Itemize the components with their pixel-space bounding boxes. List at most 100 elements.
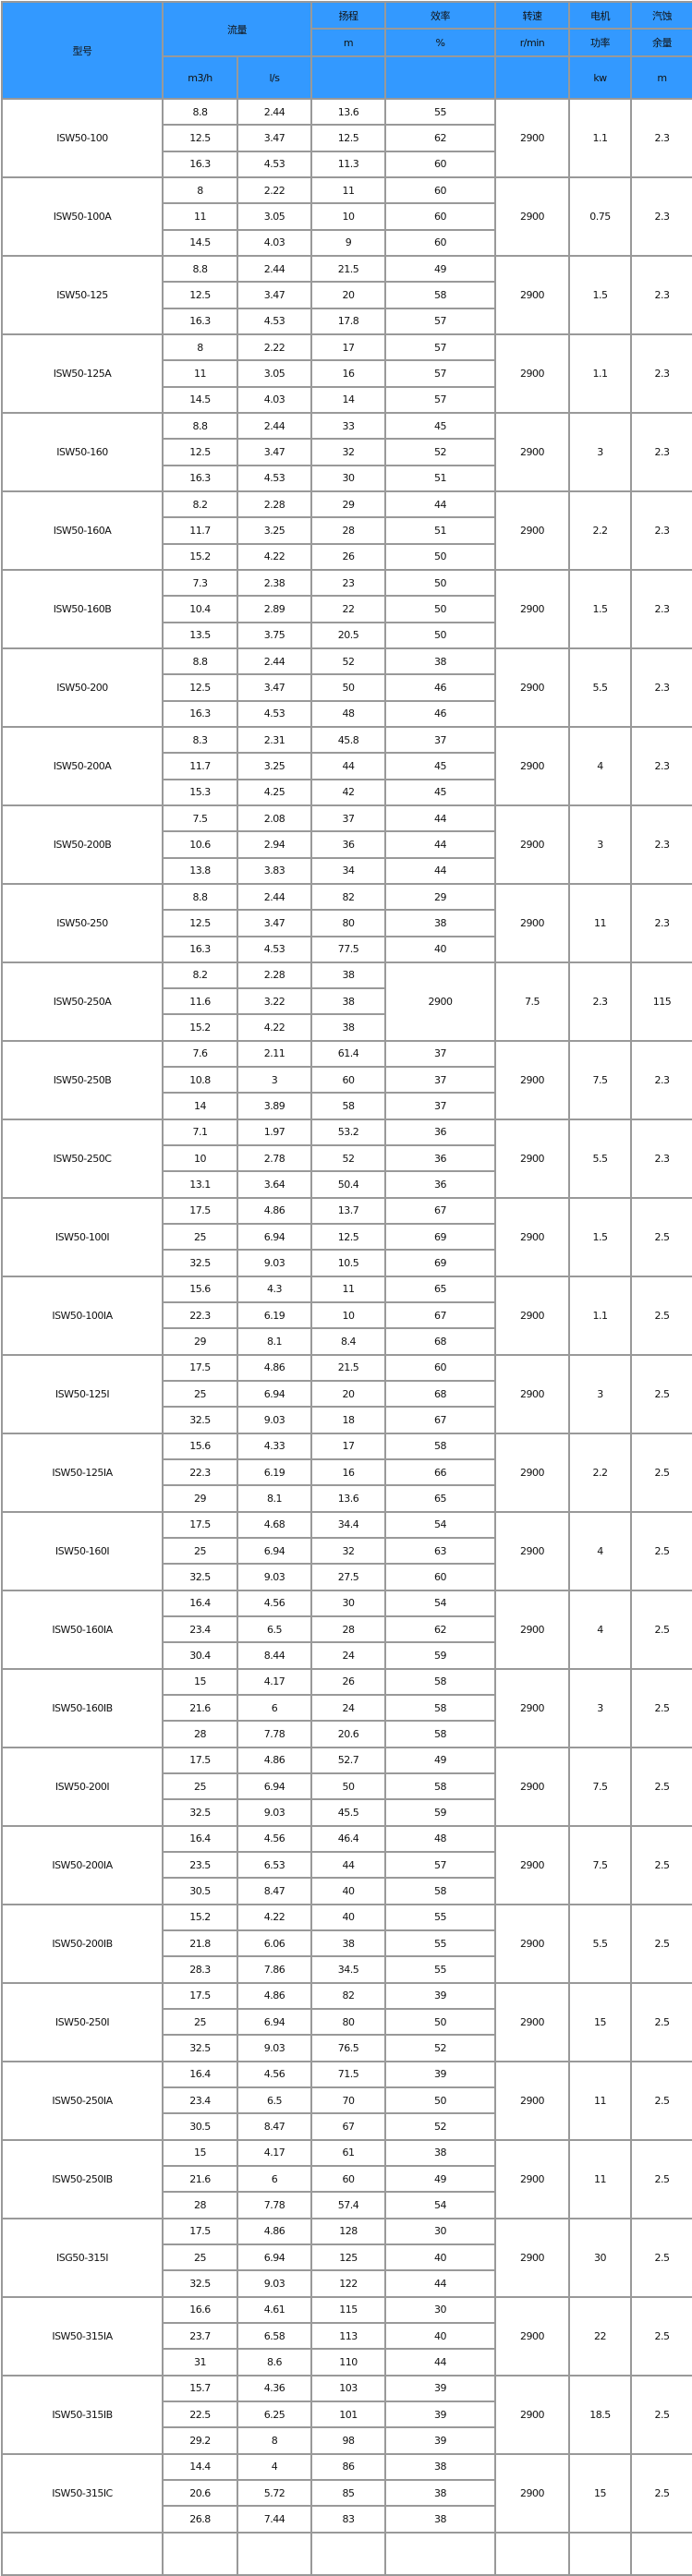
model-cell: ISW50-200IB	[1, 1903, 164, 1984]
header-flow-ls: l/s	[237, 55, 312, 100]
flow-m3h-cell: 25	[162, 2243, 238, 2272]
flow-m3h-cell: 25	[162, 1537, 238, 1566]
header-blank	[384, 55, 496, 100]
head-cell: 24	[310, 1694, 386, 1723]
speed-cell: 2900	[494, 1824, 570, 1905]
efficiency-cell: 50	[384, 621, 496, 649]
flow-m3h-cell: 10	[162, 1144, 238, 1173]
power-cell: 3	[568, 1667, 632, 1748]
flow-m3h-cell: 16.3	[162, 935, 238, 963]
table-row: 15.3 4.25 42 45	[2, 778, 692, 806]
head-cell: 77.5	[310, 935, 386, 963]
head-cell: 113	[310, 2321, 386, 2351]
model-cell: ISW50-160A	[1, 490, 164, 571]
head-cell: 36	[310, 830, 386, 859]
efficiency-cell: 44	[384, 856, 496, 885]
flow-ls-cell: 3.75	[237, 621, 312, 649]
table-row: ISW50-250A 8.2 2.28 38 2900 7.5 2.3 115	[1, 961, 692, 1042]
header-head-unit: m	[310, 28, 386, 57]
efficiency-cell: 60	[384, 202, 496, 231]
flow-ls-cell: 3.05	[237, 202, 312, 231]
model-cell: ISW50-250I	[1, 1981, 164, 2062]
efficiency-cell: 52	[384, 438, 496, 466]
speed-cell: 2900	[494, 1667, 570, 1748]
flow-m3h-cell: 16.6	[162, 2295, 238, 2324]
flow-ls-cell: 8	[237, 2426, 312, 2455]
speed-cell: 2900	[494, 490, 570, 571]
efficiency-cell: 38	[384, 2505, 496, 2534]
table-row: 10.4 2.89 22 50	[2, 595, 692, 623]
flow-m3h-cell: 15.2	[162, 1013, 238, 1042]
model-cell: ISW50-315IA	[1, 2295, 164, 2376]
table-row: 10.6 2.94 36 44	[2, 830, 692, 859]
flow-m3h-cell: 12.5	[162, 124, 238, 152]
efficiency-cell: 69	[384, 1223, 496, 1252]
efficiency-cell: 55	[384, 97, 496, 127]
header-model: 型号	[1, 1, 164, 100]
head-cell: 37	[310, 804, 386, 833]
table-row: 12.5 3.47 80 38	[2, 909, 692, 937]
table-row: 22.5 6.25 101 39	[2, 2400, 692, 2429]
head-cell: 101	[310, 2400, 386, 2429]
npsh-cell: 2.5	[630, 1824, 692, 1905]
table-row: 25 6.94 32 63	[2, 1537, 692, 1566]
head-cell: 53.2	[310, 1118, 386, 1147]
flow-ls-cell: 6.94	[237, 1380, 312, 1409]
table-row: ISW50-125IA 15.6 4.33 17 58 2900 2.2 2.5	[1, 1432, 692, 1513]
head-cell: 60	[310, 1066, 386, 1094]
header-motor: 电机	[568, 1, 632, 30]
flow-ls-cell: 6.94	[237, 1772, 312, 1801]
flow-m3h-cell: 8	[162, 175, 238, 205]
flow-ls-cell: 6.19	[237, 1458, 312, 1487]
model-cell: ISW50-250C	[1, 1118, 164, 1199]
flow-ls-cell: 5.72	[237, 2478, 312, 2508]
head-cell: 98	[310, 2426, 386, 2455]
flow-ls-cell: 4.86	[237, 1353, 312, 1383]
npsh-cell: 2.5	[630, 1275, 692, 1356]
flow-m3h-cell: 17.5	[162, 1353, 238, 1383]
power-cell: 3	[568, 411, 632, 492]
efficiency-cell: 46	[384, 699, 496, 728]
table-row: 16.3 4.53 30 51	[2, 464, 692, 492]
table-row: ISW50-160A 8.2 2.28 29 44 2900 2.2 2.3	[1, 490, 692, 571]
power-cell: 11	[568, 2138, 632, 2219]
table-row: 32.5 9.03 18 67	[2, 1406, 692, 1434]
flow-ls-cell: 4.3	[237, 1275, 312, 1304]
table-row: 32.5 9.03 76.5 52	[2, 2034, 692, 2062]
head-cell: 82	[310, 882, 386, 912]
head-cell: 17.8	[310, 307, 386, 335]
head-cell: 40	[310, 1903, 386, 1931]
power-cell: 1.1	[568, 333, 632, 414]
npsh-cell: 2.3	[630, 804, 692, 885]
table-row: 14 3.89 58 37	[2, 1092, 692, 1120]
efficiency-cell: 51	[384, 464, 496, 492]
flow-ls-cell: 4.22	[237, 1903, 312, 1931]
efficiency-cell: 36	[384, 1118, 496, 1147]
head-cell: 40	[310, 1877, 386, 1905]
npsh-cell: 2.3	[630, 490, 692, 571]
speed-cell: 2900	[494, 647, 570, 728]
efficiency-cell: 30	[384, 2295, 496, 2324]
flow-ls-cell: 4.53	[237, 150, 312, 178]
flow-m3h-cell: 17.5	[162, 1510, 238, 1540]
power-cell: 2.2	[568, 1432, 632, 1513]
efficiency-cell: 57	[384, 385, 496, 414]
model-cell: ISW50-125IA	[1, 1432, 164, 1513]
head-cell: 86	[310, 2452, 386, 2481]
table-row: 29.2 8 98 39	[2, 2426, 692, 2455]
flow-ls-cell: 4.86	[237, 1981, 312, 2010]
table-row: ISW50-125A 8 2.22 17 57 2900 1.1 2.3	[1, 333, 692, 414]
flow-m3h-cell: 15.3	[162, 778, 238, 806]
efficiency-cell: 63	[384, 1537, 496, 1566]
empty-cell	[1, 2531, 164, 2576]
efficiency-cell: 69	[384, 1249, 496, 1277]
head-cell: 34.4	[310, 1510, 386, 1540]
head-cell: 11	[310, 175, 386, 205]
power-cell: 0.75	[568, 175, 632, 257]
model-cell: ISW50-160I	[1, 1510, 164, 1591]
head-cell: 80	[310, 909, 386, 937]
flow-m3h-cell: 8.8	[162, 647, 238, 676]
flow-ls-cell: 2.94	[237, 830, 312, 859]
head-cell: 38	[310, 987, 386, 1016]
flow-m3h-cell: 16.4	[162, 1589, 238, 1618]
